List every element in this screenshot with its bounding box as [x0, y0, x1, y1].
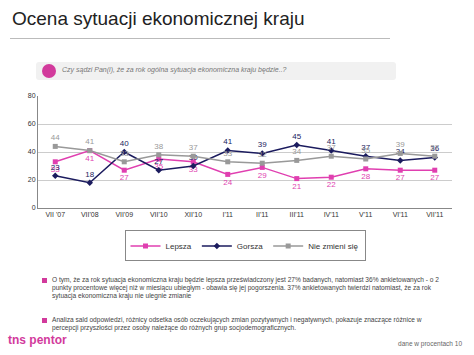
svg-text:37: 37 [430, 143, 439, 152]
svg-text:28: 28 [361, 172, 370, 181]
svg-text:39: 39 [258, 140, 267, 149]
html-text:tns pentor: tns pentor [8, 333, 67, 347]
svg-text:Nie zmieni się: Nie zmieni się [308, 242, 358, 251]
html-text:Czy sądzi Pan(i), że za rok og: Czy sądzi Pan(i), że za rok ogólna sytua… [62, 66, 287, 73]
svg-text:41: 41 [223, 137, 232, 146]
svg-text:20: 20 [28, 176, 36, 183]
svg-text:Lepsza: Lepsza [166, 242, 192, 251]
svg-text:36: 36 [430, 144, 439, 153]
svg-text:29: 29 [258, 171, 267, 180]
html-text:O tym, że za rok sytuacja ekon: O tym, że za rok sytuacja ekonomiczna kr… [52, 276, 439, 299]
svg-text:VII '07: VII '07 [45, 211, 65, 218]
svg-text:0: 0 [32, 204, 36, 211]
svg-text:III'11: III'11 [290, 211, 305, 218]
svg-text:34: 34 [292, 147, 301, 156]
svg-text:32: 32 [258, 150, 267, 159]
svg-text:33: 33 [120, 149, 129, 158]
svg-text:33: 33 [51, 165, 60, 174]
svg-text:40: 40 [28, 148, 36, 155]
svg-text:VII'09: VII'09 [115, 211, 133, 218]
svg-text:I'11: I'11 [222, 211, 233, 218]
svg-text:40: 40 [120, 139, 129, 148]
svg-text:38: 38 [154, 142, 163, 151]
svg-text:37: 37 [361, 143, 370, 152]
svg-text:XII'10: XII'10 [184, 211, 202, 218]
svg-text:24: 24 [223, 178, 232, 187]
svg-text:27: 27 [430, 173, 439, 182]
svg-text:27: 27 [120, 173, 129, 182]
svg-text:27: 27 [154, 157, 163, 166]
svg-text:VII'10: VII'10 [150, 211, 168, 218]
svg-text:37: 37 [189, 143, 198, 152]
html-text:dane w procentach 10: dane w procentach 10 [398, 340, 462, 347]
svg-text:41: 41 [85, 154, 94, 163]
svg-text:VII'11: VII'11 [426, 211, 443, 218]
svg-text:27: 27 [396, 173, 405, 182]
svg-text:33: 33 [223, 149, 232, 158]
svg-text:VII'08: VII'08 [81, 211, 99, 218]
svg-text:37: 37 [327, 143, 336, 152]
svg-text:41: 41 [327, 137, 336, 146]
svg-text:30: 30 [189, 153, 198, 162]
svg-text:35: 35 [154, 162, 163, 171]
svg-text:35: 35 [361, 146, 370, 155]
svg-text:39: 39 [396, 140, 405, 149]
html-text:Analiza sald odpowiedzi, różni: Analiza sald odpowiedzi, różnicy odsetka… [52, 316, 422, 331]
svg-text:V'11: V'11 [359, 211, 372, 218]
svg-text:34: 34 [396, 147, 405, 156]
svg-text:60: 60 [28, 120, 36, 127]
html-text:Ocena sytuacji ekonomicznej kr: Ocena sytuacji ekonomicznej kraju [12, 8, 305, 29]
svg-text:45: 45 [292, 132, 301, 141]
svg-text:II'11: II'11 [256, 211, 269, 218]
svg-text:18: 18 [85, 170, 94, 179]
svg-text:44: 44 [51, 133, 60, 142]
svg-text:Gorsza: Gorsza [237, 242, 263, 251]
svg-text:80: 80 [28, 92, 36, 99]
svg-text:VI'11: VI'11 [393, 211, 408, 218]
svg-text:41: 41 [85, 137, 94, 146]
svg-text:23: 23 [51, 163, 60, 172]
svg-text:IV'11: IV'11 [324, 211, 339, 218]
svg-text:21: 21 [292, 182, 301, 191]
svg-text:22: 22 [327, 180, 336, 189]
svg-text:33: 33 [189, 165, 198, 174]
